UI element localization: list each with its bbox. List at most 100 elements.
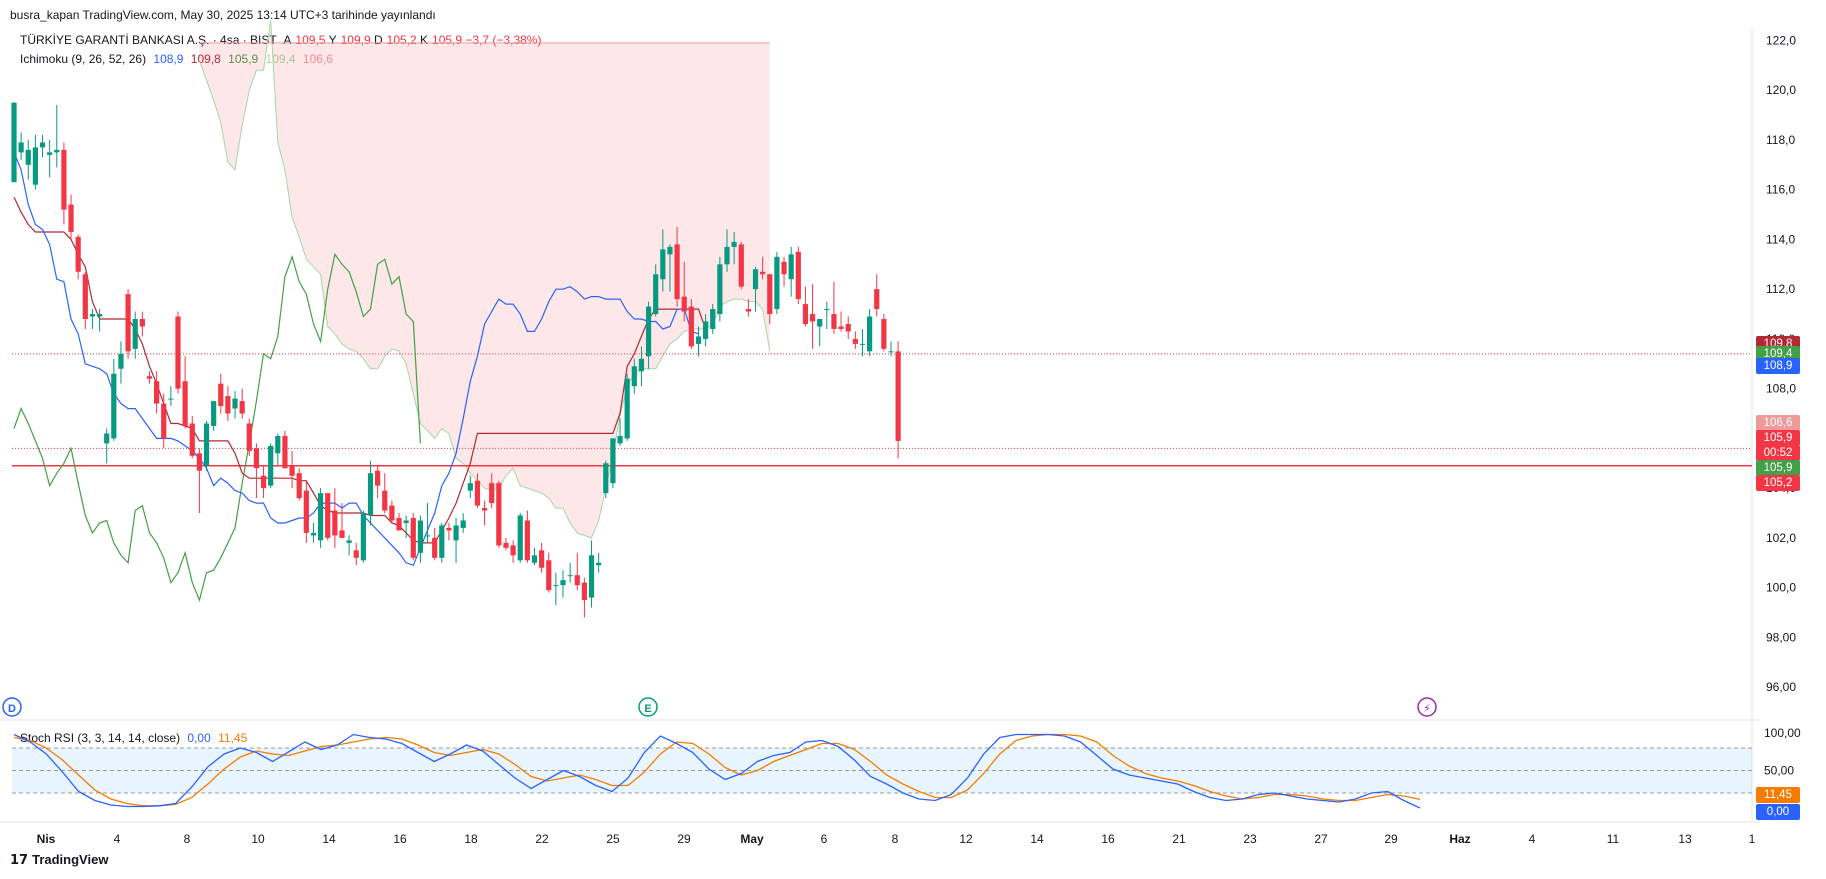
candle-body <box>467 483 473 491</box>
candle-body <box>96 314 103 317</box>
time-tick-label: 29 <box>677 832 691 846</box>
candle-body <box>282 435 288 469</box>
ichimoku-chikou <box>13 252 421 603</box>
candle-body <box>154 381 160 404</box>
candle-body <box>104 433 110 444</box>
ichimoku-label: Ichimoku (9, 26, 52, 26) <box>20 52 147 66</box>
candle-body <box>767 274 773 315</box>
candle-body <box>353 550 359 558</box>
candle-body <box>596 562 602 566</box>
time-tick-label: 4 <box>1529 832 1536 846</box>
candle-body <box>118 353 124 369</box>
candle-body <box>560 580 566 586</box>
time-tick-label: 12 <box>959 832 973 846</box>
time-tick-label: 21 <box>1172 832 1186 846</box>
candle-body <box>253 448 260 469</box>
price-tick-label: 118,0 <box>1766 133 1795 147</box>
candle-body <box>61 149 67 210</box>
candle-body <box>588 555 595 598</box>
publish-header: busra_kapan TradingView.com, May 30, 202… <box>10 8 436 22</box>
candle-body <box>524 520 530 561</box>
candle-body <box>617 435 623 444</box>
price-tick-label: 122,0 <box>1766 33 1796 47</box>
price-tag-5: 00:52 <box>1756 445 1800 462</box>
ohlc-values: A 109,5 Y 109,9 D 105,2 K 105,9 −3,7 (−3,38%… <box>283 33 542 47</box>
symbol-title[interactable]: TÜRKİYE GARANTİ BANKASI A.Ş. · 4sa · BIS… <box>20 33 277 47</box>
candle-body <box>738 244 744 287</box>
candle-body <box>681 296 687 312</box>
candle-body <box>531 555 538 563</box>
candle-body <box>489 483 495 504</box>
candle-body <box>774 256 780 310</box>
stoch-tag-0: 11,45 <box>1756 787 1800 804</box>
time-tick-label: 29 <box>1384 832 1398 846</box>
time-tick-label: 8 <box>892 832 899 846</box>
candle-body <box>874 289 880 310</box>
time-tick-label: 16 <box>393 832 407 846</box>
candle-body <box>539 550 545 568</box>
candle-body <box>453 525 459 541</box>
candle-body <box>375 470 381 486</box>
price-tag-4: 105,9 <box>1756 430 1800 447</box>
candle-body <box>132 319 138 349</box>
brand-name: TradingView <box>32 852 109 867</box>
candle-body <box>724 246 730 265</box>
ichimoku-chikou-value: 105,9 <box>228 52 259 66</box>
event-marker-label: E <box>644 703 651 715</box>
candle-body <box>752 269 759 290</box>
candle-body <box>260 475 267 489</box>
ichimoku-legend[interactable]: Ichimoku (9, 26, 52, 26) 108,9 109,8 105… <box>20 52 337 66</box>
stoch-legend[interactable]: Stoch RSI (3, 3, 14, 14, close) 0,00 11,… <box>20 731 251 745</box>
stoch-tag-1: 0,00 <box>1756 804 1800 820</box>
time-tick-label: 13 <box>1678 832 1692 846</box>
time-tick-label: 1 <box>1749 832 1756 846</box>
candle-body <box>125 294 131 352</box>
candle-body <box>403 520 409 523</box>
time-tick-label: 16 <box>1101 832 1115 846</box>
candle-body <box>417 520 424 553</box>
candle-body <box>360 513 366 561</box>
candle-body <box>867 316 873 352</box>
candle-body <box>382 490 388 511</box>
candle-body <box>325 493 331 538</box>
candle-body <box>89 314 96 317</box>
candle-body <box>39 142 46 148</box>
candle-body <box>631 366 637 387</box>
ichimoku-tenkan-value: 108,9 <box>153 52 184 66</box>
candle-body <box>574 575 580 586</box>
event-marker-icon <box>2 697 22 717</box>
candle-body <box>503 542 509 548</box>
time-tick-label: 22 <box>535 832 549 846</box>
candle-body <box>47 152 53 155</box>
candle-body <box>446 527 452 531</box>
candle-body <box>788 254 794 280</box>
price-tick-label: 114,0 <box>1766 232 1795 246</box>
ichimoku-span-a <box>198 20 771 539</box>
time-tick-label: 6 <box>821 832 828 846</box>
tradingview-footer[interactable]: 17 TradingView <box>10 852 108 868</box>
candle-body <box>11 102 17 183</box>
event-marker-icon <box>638 697 658 717</box>
time-tick-label: 4 <box>114 832 121 846</box>
candle-body <box>717 264 723 315</box>
stoch-band <box>12 748 1752 793</box>
candle-body <box>25 149 31 165</box>
candle-body <box>760 271 766 275</box>
tradingview-logo-icon: 17 <box>10 853 29 868</box>
candle-body <box>196 453 202 471</box>
ichimoku-kijun-value: 109,8 <box>190 52 221 66</box>
time-tick-label: Nis <box>37 832 56 846</box>
stoch-d-line <box>13 733 1421 807</box>
candle-body <box>859 343 866 345</box>
candle-body <box>32 147 38 185</box>
ichimoku-spana-value: 109,4 <box>265 52 296 66</box>
time-tick-label: May <box>740 832 764 846</box>
price-tick-label: 96,00 <box>1766 680 1796 694</box>
candle-body <box>745 309 751 312</box>
candle-body <box>546 560 552 591</box>
candle-body <box>218 383 224 407</box>
candle-body <box>432 537 438 558</box>
candle-body <box>809 314 816 322</box>
candle-body <box>332 510 338 536</box>
